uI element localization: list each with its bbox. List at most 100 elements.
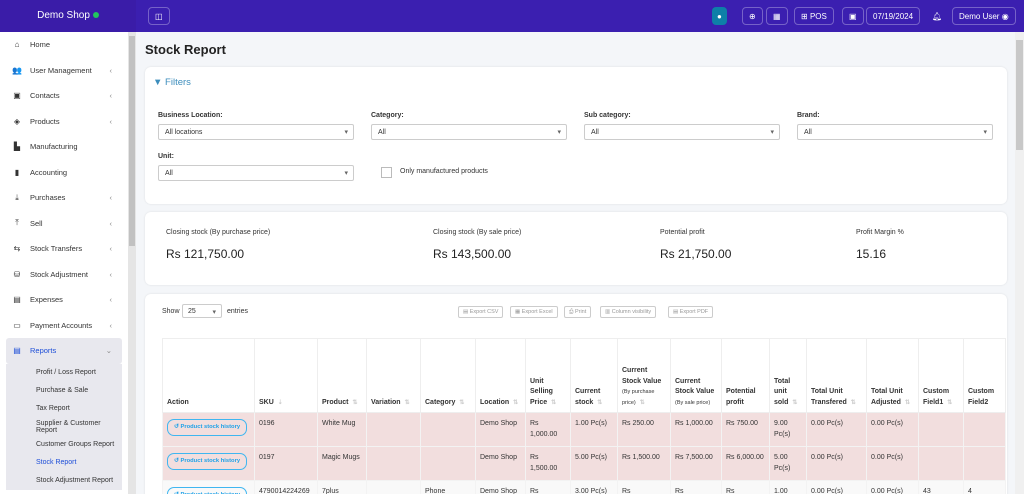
sidebar-scrollbar[interactable] [128, 32, 136, 494]
page-scrollbar[interactable] [1015, 32, 1024, 494]
column-header[interactable]: Custom Field1 ⇅ [918, 338, 964, 413]
product-stock-history-button[interactable]: ↺ Product stock history [167, 487, 248, 494]
table-cell [366, 412, 421, 447]
table-cell [420, 446, 476, 481]
sort-icon: ⇅ [352, 399, 358, 406]
sidebar-toggle-button[interactable]: ◫ [148, 7, 170, 25]
product-stock-history-button[interactable]: ↺ Product stock history [167, 453, 248, 470]
sidebar-item-stock-transfers[interactable]: ⇆ Stock Transfers ‹ [0, 236, 128, 262]
sidebar-item-user-management[interactable]: 👥 User Management ‹ [0, 58, 128, 84]
page-size-select[interactable]: 25 [182, 304, 222, 318]
menu-icon: ▮ [14, 167, 20, 177]
product-stock-history-button[interactable]: ↺ Product stock history [167, 419, 248, 436]
column-header[interactable]: Current stock ⇅ [570, 338, 618, 413]
user-icon: ◉ [1001, 11, 1009, 21]
sidebar-item-manufacturing[interactable]: ▙ Manufacturing [0, 134, 128, 160]
show-label: Show [162, 308, 180, 315]
export-button-3[interactable]: ▥ Column visibility [600, 306, 657, 318]
column-header[interactable]: Total Unit Transfered ⇅ [806, 338, 867, 413]
column-header[interactable]: Category ⇅ [420, 338, 476, 413]
sidebar-item-sell[interactable]: ⤒ Sell ‹ [0, 211, 128, 237]
brand[interactable]: Demo Shop [0, 0, 136, 32]
column-header[interactable]: Custom Field2 [963, 338, 1006, 413]
sidebar-item-label: Stock Adjustment [30, 269, 88, 279]
column-header[interactable]: Total unit sold ⇅ [769, 338, 807, 413]
export-button-1[interactable]: ▦ Export Excel [510, 306, 558, 318]
topbar: Demo Shop ◫ ● ⊕ ▦ ⊞ POS ▣ 07/19/2024 🔔︎ … [0, 0, 1024, 32]
sort-icon: ⇅ [404, 399, 410, 406]
sidebar-item-products[interactable]: ◈ Products ‹ [0, 109, 128, 135]
menu-icon: ▤ [13, 295, 21, 305]
brand-select[interactable]: All [797, 124, 993, 140]
summary-value: 15.16 [856, 247, 887, 261]
sidebar-subitem[interactable]: Purchase & Sale [6, 381, 122, 400]
table-cell: 0.00 Pc(s) [866, 412, 919, 447]
sidebar-item-label: Products [30, 116, 60, 126]
column-header[interactable]: Location ⇅ [475, 338, 526, 413]
category-select[interactable]: All [371, 124, 567, 140]
cash-icon[interactable]: ▣ [842, 7, 864, 25]
sidebar-subitem[interactable]: Supplier & Customer Report [6, 417, 122, 436]
column-header[interactable]: SKU ⇣ [254, 338, 318, 413]
button-icon: ▤ [673, 309, 680, 315]
calculator-icon[interactable]: ▦ [766, 7, 788, 25]
sidebar-item-payment-accounts[interactable]: ▭ Payment Accounts ‹ [0, 313, 128, 339]
chevron-left-icon: ‹ [109, 295, 113, 305]
only-manufactured-label: Only manufactured products [400, 168, 488, 175]
sidebar-item-home[interactable]: ⌂ Home [0, 32, 128, 58]
table-cell: 1.00 Pc(s) [570, 412, 618, 447]
menu-icon: ⤒ [15, 218, 19, 228]
chevron-left-icon: ‹ [109, 91, 113, 101]
chevron-left-icon: ‹ [109, 193, 113, 203]
column-header[interactable]: Variation ⇅ [366, 338, 421, 413]
column-header[interactable]: Total Unit Adjusted ⇅ [866, 338, 919, 413]
history-icon: ↺ [174, 424, 181, 430]
column-header[interactable]: Current Stock Value (By sale price) [670, 338, 722, 413]
chevron-left-icon: ‹ [109, 65, 113, 75]
sidebar-subitem[interactable]: Customer Groups Report [6, 435, 122, 454]
filters-toggle[interactable]: ▼ Filters [153, 77, 191, 88]
sidebar-subitem[interactable]: Stock Report [6, 453, 122, 472]
column-header[interactable]: Product ⇅ [317, 338, 367, 413]
sidebar-item-reports[interactable]: ▤ Reports ⌄ [6, 338, 122, 364]
business-location-select[interactable]: All locations [158, 124, 354, 140]
table-cell: 0.00 Pc(s) [866, 446, 919, 481]
sort-icon: ⇅ [850, 399, 856, 406]
table-cell: 0.00 Pc(s) [806, 480, 867, 494]
stock-table-card: Show 25 entries ▤ Export CSV ▦ Export Exc… [145, 294, 1007, 494]
only-manufactured-checkbox[interactable] [381, 167, 392, 178]
date-button[interactable]: 07/19/2024 [866, 7, 921, 25]
column-header[interactable]: Current Stock Value (By purchase price) ⇅ [617, 338, 671, 413]
sidebar-item-stock-adjustment[interactable]: ⛁ Stock Adjustment ‹ [0, 262, 128, 288]
table-cell: 43 [918, 480, 964, 494]
export-button-4[interactable]: ▤ Export PDF [668, 306, 714, 318]
sidebar-item-purchases[interactable]: ⤓ Purchases ‹ [0, 185, 128, 211]
bell-icon[interactable]: 🔔︎ [932, 11, 943, 21]
sidebar-item-label: Expenses [30, 295, 63, 305]
menu-icon: 👥 [12, 65, 22, 75]
add-icon[interactable]: ⊕ [742, 7, 763, 25]
export-button-2[interactable]: ⎙ Print [564, 306, 592, 318]
table-cell: 0.00 Pc(s) [806, 412, 867, 447]
summary-value: Rs 143,500.00 [433, 247, 512, 261]
sidebar-item-contacts[interactable]: ▣ Contacts ‹ [0, 83, 128, 109]
sidebar-item-expenses[interactable]: ▤ Expenses ‹ [0, 287, 128, 313]
summary-label: Profit Margin % [856, 229, 904, 236]
notification-badge-button[interactable]: ● [712, 7, 727, 25]
column-header[interactable]: Potential profit [721, 338, 770, 413]
unit-select[interactable]: All [158, 165, 354, 181]
sidebar: ⌂ Home 👥 User Management ‹ ▣ Contacts ‹ ◈ Product… [0, 32, 128, 494]
sidebar-subitem[interactable]: Profit / Loss Report [6, 363, 122, 382]
sidebar-item-accounting[interactable]: ▮ Accounting [0, 160, 128, 186]
business-location-label: Business Location: [158, 112, 223, 119]
sidebar-item-label: Manufacturing [30, 142, 78, 152]
sidebar-item-label: Reports [30, 346, 57, 356]
sidebar-subitem[interactable]: Stock Adjustment Report [6, 471, 122, 490]
user-menu-button[interactable]: Demo User ◉ [952, 7, 1016, 25]
sidebar-subitem[interactable]: Tax Report [6, 399, 122, 418]
export-button-0[interactable]: ▤ Export CSV [458, 306, 504, 318]
pos-button[interactable]: ⊞ POS [794, 7, 834, 25]
sub-category-select[interactable]: All [584, 124, 780, 140]
table-row: ↺ Product stock history 47900142242697plu… [162, 480, 1006, 494]
column-header[interactable]: Unit Selling Price ⇅ [525, 338, 571, 413]
